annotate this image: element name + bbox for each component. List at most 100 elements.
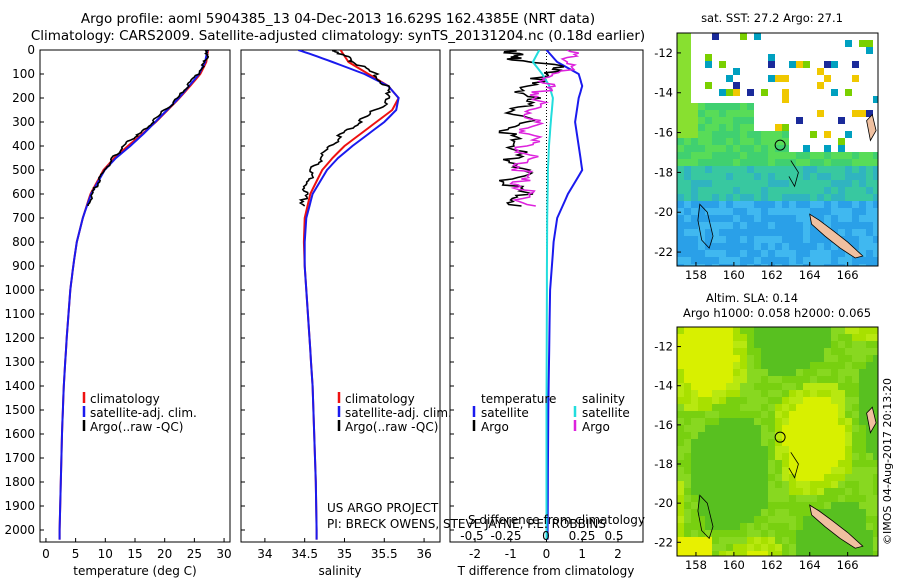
map-pixel	[796, 432, 803, 439]
map-pixel	[740, 110, 747, 117]
map-pixel	[852, 243, 859, 250]
salinity-panel: 34 34.5 35 35.5 36	[257, 50, 432, 561]
map-pixel	[726, 418, 733, 425]
map-pixel	[768, 369, 775, 376]
map-pixel	[866, 390, 873, 397]
map-pixel	[866, 537, 873, 544]
map-pixel	[852, 425, 859, 432]
map-pixel	[691, 201, 698, 208]
map-pixel	[691, 173, 698, 180]
map-pixel	[782, 341, 789, 348]
map-pixel	[796, 446, 803, 453]
map-pixel	[796, 418, 803, 425]
map-pixel	[684, 89, 691, 96]
map-pixel	[691, 523, 698, 530]
map-pixel	[852, 362, 859, 369]
map-pixel	[859, 467, 866, 474]
map-pixel	[733, 222, 740, 229]
float-position-marker	[774, 431, 786, 443]
map-pixel	[845, 341, 852, 348]
map-pixel	[684, 68, 691, 75]
map-pixel	[789, 194, 796, 201]
map-pixel	[747, 264, 754, 266]
map-pixel	[691, 222, 698, 229]
float-position-marker	[774, 139, 786, 151]
map-pixel	[684, 82, 691, 89]
map-pixel	[803, 460, 810, 467]
map-pixel	[691, 516, 698, 523]
map-pixel	[726, 481, 733, 488]
map-pixel	[677, 187, 684, 194]
map-pixel	[719, 173, 726, 180]
map-pixel	[705, 418, 712, 425]
map-pixel	[817, 362, 824, 369]
map-pixel	[817, 257, 824, 264]
map-pixel	[677, 439, 684, 446]
x-tick-label: 35.5	[371, 547, 398, 561]
map-pixel	[747, 551, 754, 556]
map-pixel	[824, 425, 831, 432]
map-pixel	[768, 159, 775, 166]
map-pixel	[677, 75, 684, 82]
map-pixel	[824, 236, 831, 243]
map-pixel	[873, 439, 878, 446]
map-pixel	[740, 33, 747, 40]
map-pixel	[747, 523, 754, 530]
map-pixel	[866, 530, 873, 537]
map-pixel	[712, 229, 719, 236]
map-pixel	[712, 194, 719, 201]
map-pixel	[705, 250, 712, 257]
map-pixel	[782, 439, 789, 446]
map-pixel	[831, 397, 838, 404]
map-pixel	[747, 390, 754, 397]
map-pixel	[873, 348, 878, 355]
map-pixel	[859, 411, 866, 418]
map-pixel	[677, 131, 684, 138]
map-pixel	[740, 404, 747, 411]
x2-tick-label: 0	[542, 529, 550, 543]
map-pixel	[754, 537, 761, 544]
map-pixel	[719, 369, 726, 376]
map-pixel	[817, 502, 824, 509]
map-pixel	[719, 341, 726, 348]
map-pixel	[684, 208, 691, 215]
map-pixel	[747, 180, 754, 187]
map-pixel	[803, 348, 810, 355]
map-pixel	[712, 383, 719, 390]
map-pixel	[859, 187, 866, 194]
map-pixel	[838, 544, 845, 551]
map-pixel	[852, 390, 859, 397]
map-pixel	[789, 173, 796, 180]
map-pixel	[789, 334, 796, 341]
map-pixel	[768, 187, 775, 194]
map-pixel	[747, 376, 754, 383]
map-pixel	[733, 453, 740, 460]
map-pixel	[719, 131, 726, 138]
map-pixel	[733, 152, 740, 159]
map-pixel	[719, 110, 726, 117]
map-pixel	[712, 110, 719, 117]
map-pixel	[712, 509, 719, 516]
map-pixel	[754, 530, 761, 537]
x-tick-label: 0	[42, 547, 50, 561]
map-pixel	[873, 383, 878, 390]
map-pixel	[761, 425, 768, 432]
map-pixel	[796, 551, 803, 556]
map-pixel	[768, 75, 775, 82]
map-pixel	[810, 264, 817, 266]
map-pixel	[866, 334, 873, 341]
map-pixel	[796, 341, 803, 348]
map-pixel	[810, 425, 817, 432]
map-pixel	[852, 453, 859, 460]
map-pixel	[726, 551, 733, 556]
map-pixel	[726, 446, 733, 453]
lat-tick-label: -16	[654, 418, 673, 432]
map-pixel	[761, 201, 768, 208]
map-pixel	[838, 502, 845, 509]
map-pixel	[859, 551, 866, 556]
depth-tick-label: 500	[12, 163, 35, 177]
map-pixel	[782, 327, 789, 334]
map-pixel	[782, 432, 789, 439]
map-pixel	[866, 257, 873, 264]
map-pixel	[852, 551, 859, 556]
